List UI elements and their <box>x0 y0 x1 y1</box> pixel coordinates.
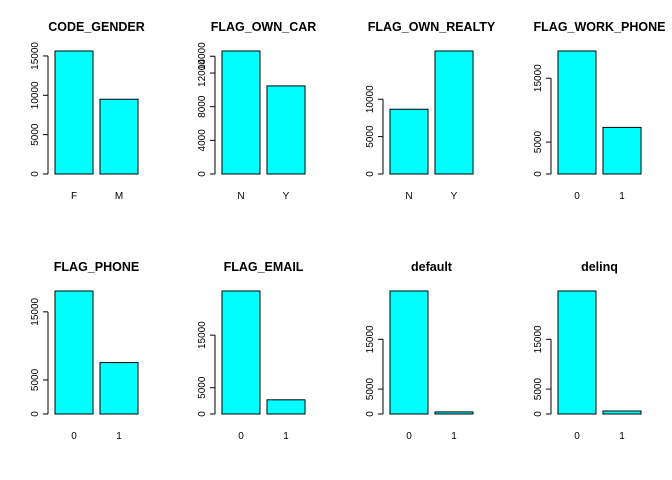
y-tick-label: 15000 <box>30 298 41 326</box>
bar-0 <box>54 290 94 415</box>
panel-7: default 0 1 0 5000 15000 <box>365 260 474 442</box>
y-tick-label: 5000 <box>365 125 376 148</box>
x-tick-label: 1 <box>283 431 289 442</box>
bar-Y <box>434 50 474 175</box>
y-tick-label: 0 <box>30 411 41 417</box>
panel-title: delinq <box>581 260 618 274</box>
y-tick-label: 5000 <box>533 378 544 401</box>
panel-title: FLAG_OWN_CAR <box>211 20 317 34</box>
panel-title: default <box>411 260 453 274</box>
y-tick-label: 0 <box>197 171 208 177</box>
bar-M <box>99 98 139 175</box>
y-tick-label: 10000 <box>365 85 376 113</box>
y-tick-label: 10000 <box>30 81 41 109</box>
panel-6: FLAG_EMAIL 0 1 0 5000 15000 <box>197 260 306 442</box>
y-tick-label: 0 <box>197 411 208 417</box>
panel-title: FLAG_PHONE <box>54 260 139 274</box>
y-tick-label: 5000 <box>30 123 41 146</box>
y-tick-label: 5000 <box>365 378 376 401</box>
y-tick-label: 5000 <box>533 131 544 154</box>
bar-1 <box>99 362 139 415</box>
x-tick-label: N <box>237 191 244 202</box>
y-tick-label: 8000 <box>197 95 208 118</box>
panel-5: FLAG_PHONE 0 1 0 5000 15000 <box>30 260 139 442</box>
panel-title: CODE_GENDER <box>48 20 145 34</box>
y-tick-label: 15000 <box>365 325 376 353</box>
y-tick-label: 12000 <box>197 59 208 87</box>
y-tick-label: 15000 <box>30 42 41 70</box>
bar-1 <box>602 410 642 415</box>
x-tick-label: 1 <box>116 431 122 442</box>
x-tick-label: 0 <box>71 431 77 442</box>
bar-N <box>389 108 429 175</box>
bar-N <box>221 50 261 175</box>
y-tick-label: 5000 <box>197 376 208 399</box>
x-tick-label: 1 <box>619 191 625 202</box>
y-tick-label: 0 <box>533 411 544 417</box>
y-tick-label: 0 <box>365 171 376 177</box>
x-tick-label: 1 <box>451 431 457 442</box>
y-tick-label: 15000 <box>533 325 544 353</box>
panel-8: delinq 0 1 0 5000 15000 <box>533 260 642 442</box>
bar-0 <box>557 290 597 415</box>
x-tick-label: F <box>71 191 77 202</box>
bar-1 <box>266 399 306 415</box>
x-tick-label: 0 <box>406 431 412 442</box>
bar-1 <box>434 411 474 415</box>
y-tick-label: 4000 <box>197 129 208 152</box>
x-tick-label: 0 <box>574 431 580 442</box>
x-tick-label: 0 <box>238 431 244 442</box>
bar-Y <box>266 85 306 175</box>
y-tick-label: 14000 <box>197 42 208 70</box>
y-tick-label: 0 <box>533 171 544 177</box>
y-tick-label: 15000 <box>533 64 544 92</box>
x-tick-label: 1 <box>619 431 625 442</box>
y-tick-label: 15000 <box>197 321 208 349</box>
panel-title: FLAG_EMAIL <box>224 260 304 274</box>
x-tick-label: Y <box>283 191 290 202</box>
x-tick-label: Y <box>451 191 458 202</box>
panel-3: FLAG_OWN_REALTY N Y 0 5000 10000 <box>365 20 496 202</box>
y-tick-label: 0 <box>30 171 41 177</box>
x-tick-label: N <box>405 191 412 202</box>
panel-4: FLAG_WORK_PHONE 0 1 0 5000 15000 <box>533 20 665 202</box>
x-tick-label: 0 <box>574 191 580 202</box>
x-tick-label: M <box>115 191 123 202</box>
bar-F <box>54 50 94 175</box>
y-tick-label: 5000 <box>30 368 41 391</box>
panel-1: CODE_GENDER F M 0 5000 10000 15000 <box>30 20 145 202</box>
panel-title: FLAG_OWN_REALTY <box>368 20 496 34</box>
panel-title: FLAG_WORK_PHONE <box>534 20 666 34</box>
y-tick-label: 0 <box>365 411 376 417</box>
bar-1 <box>602 126 642 175</box>
bar-0 <box>557 50 597 175</box>
bar-0 <box>389 290 429 415</box>
bar-0 <box>221 290 261 415</box>
